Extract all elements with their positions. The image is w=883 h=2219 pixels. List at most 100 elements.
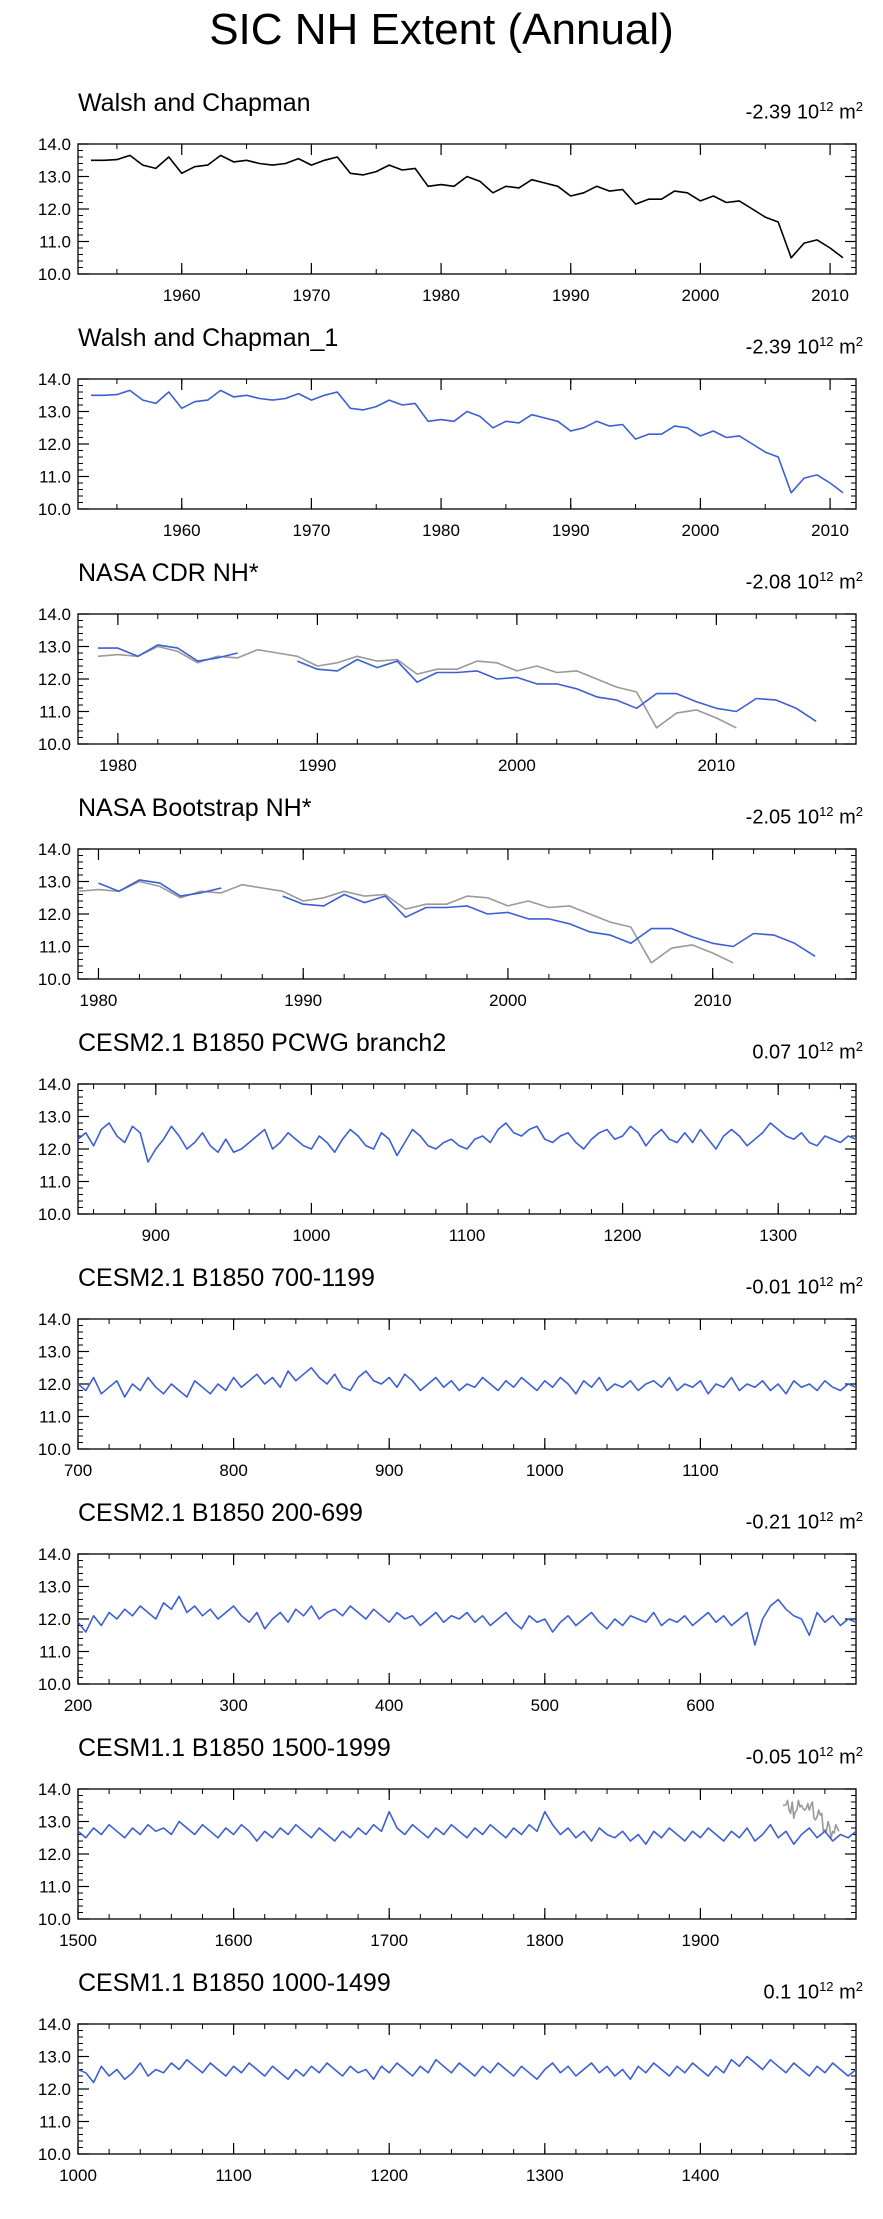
unit-exponent: 12	[819, 1509, 834, 1524]
y-tick-label: 13.0	[38, 1343, 71, 1362]
panel-title: CESM2.1 B1850 200-699	[78, 1499, 363, 1527]
y-tick-label: 13.0	[38, 168, 71, 187]
trend-value: 0.07	[752, 1041, 797, 1064]
x-tick-label: 1400	[681, 2166, 719, 2185]
unit-base: 10	[796, 336, 820, 359]
y-tick-label: 10.0	[38, 1910, 71, 1929]
series-line	[78, 1122, 856, 1163]
series-line	[98, 879, 816, 957]
y-tick-label: 11.0	[39, 703, 71, 722]
y-tick-label: 13.0	[38, 1108, 71, 1127]
unit-base: 10	[796, 1276, 820, 1299]
y-tick-label: 11.0	[39, 938, 71, 957]
chart-panel: 1960 1970 1980 1990 2000 2010 10.0 11.0 12.0 13.0…	[0, 323, 883, 559]
x-tick-label: 1600	[215, 1931, 253, 1950]
x-tick-label: 1000	[292, 1226, 330, 1245]
y-tick-label: 11.0	[39, 233, 71, 252]
x-tick-label: 1990	[552, 521, 590, 540]
chart-panel: 1000 1100 1200 1300 1400 10.0 11.0 12.0 13.0 14.0…	[0, 1968, 883, 2204]
x-tick-label: 800	[219, 1461, 247, 1480]
x-tick-label: 2010	[694, 991, 732, 1010]
unit-base: 10	[796, 1041, 820, 1064]
figure-title: SIC NH Extent (Annual)	[209, 5, 674, 54]
x-tick-label: 1300	[759, 1226, 797, 1245]
x-tick-label: 1000	[526, 1461, 564, 1480]
y-tick-label: 12.0	[38, 1375, 71, 1394]
x-tick-label: 1980	[422, 286, 460, 305]
trend-label: -2.39 1012 m2	[746, 94, 863, 126]
x-tick-label: 1100	[449, 1226, 486, 1245]
y-tick-label: 13.0	[38, 638, 71, 657]
trend-label: 0.07 1012 m2	[752, 1034, 863, 1066]
trend-value: 0.1	[763, 1981, 797, 2004]
x-tick-label: 300	[219, 1696, 247, 1715]
y-tick-label: 13.0	[38, 1813, 71, 1832]
x-tick-label: 2010	[811, 286, 849, 305]
series-line	[78, 1595, 856, 1646]
trend-label: -0.05 1012 m2	[746, 1739, 863, 1771]
chart-panel: 700 800 900 1000 1100 10.0 11.0 12.0 13.0 14.0 CES…	[0, 1263, 883, 1499]
y-tick-label: 14.0	[38, 1545, 71, 1564]
y-tick-label: 14.0	[38, 370, 71, 389]
plot-frame	[77, 143, 857, 275]
panel-title: CESM1.1 B1850 1000-1499	[78, 1969, 391, 1997]
x-tick-label: 1980	[422, 521, 460, 540]
unit-label: m	[833, 1041, 856, 1064]
x-tick-label: 1100	[215, 2166, 252, 2185]
y-tick-label: 10.0	[38, 1440, 71, 1459]
x-tick-label: 1800	[526, 1931, 564, 1950]
chart-panel: 200 300 400 500 600 10.0 11.0 12.0 13.0 14.0 CESM2…	[0, 1498, 883, 1734]
x-tick-label: 1200	[370, 2166, 408, 2185]
plot-frame	[77, 848, 857, 980]
y-tick-label: 12.0	[38, 1140, 71, 1159]
unit-power: 2	[855, 334, 863, 349]
unit-power: 2	[855, 1744, 863, 1759]
series-line	[78, 1810, 856, 1845]
x-tick-label: 1960	[163, 286, 201, 305]
x-tick-label: 1300	[526, 2166, 564, 2185]
x-tick-label: 2000	[498, 756, 536, 775]
series-line	[782, 1799, 840, 1839]
line-chart: 900 1000 1100 1200 1300 10.0 11.0 12.0 13.0 14.0	[38, 1075, 857, 1245]
unit-exponent: 12	[819, 1979, 834, 1994]
x-tick-label: 400	[375, 1696, 403, 1715]
trend-value: -2.39	[745, 101, 797, 124]
y-tick-label: 11.0	[39, 1643, 71, 1662]
x-tick-label: 1970	[292, 521, 330, 540]
unit-label: m	[833, 1511, 856, 1534]
line-chart: 1980 1990 2000 2010 10.0 11.0 12.0 13.0 14.0	[38, 605, 857, 775]
y-tick-label: 11.0	[39, 2113, 71, 2132]
unit-exponent: 12	[819, 334, 834, 349]
plot-frame	[77, 2023, 857, 2155]
y-tick-label: 10.0	[38, 2145, 71, 2164]
y-tick-label: 10.0	[38, 265, 71, 284]
y-tick-label: 12.0	[38, 435, 71, 454]
y-tick-label: 13.0	[38, 873, 71, 892]
y-tick-label: 11.0	[39, 468, 71, 487]
line-chart: 1500 1600 1700 1800 1900 10.0 11.0 12.0 13.0 14.0	[38, 1780, 857, 1950]
x-tick-label: 1700	[370, 1931, 408, 1950]
panel-title: Walsh and Chapman	[78, 89, 311, 117]
chart-panel: 1960 1970 1980 1990 2000 2010 10.0 11.0 12.0 13.0…	[0, 88, 883, 324]
trend-label: -0.01 1012 m2	[746, 1269, 863, 1301]
trend-value: -0.01	[745, 1276, 797, 1299]
x-tick-label: 200	[64, 1696, 92, 1715]
x-tick-label: 1100	[682, 1461, 719, 1480]
series-line	[78, 2055, 856, 2084]
unit-label: m	[833, 571, 856, 594]
x-tick-label: 500	[531, 1696, 559, 1715]
x-tick-label: 2000	[681, 521, 719, 540]
line-chart: 1980 1990 2000 2010 10.0 11.0 12.0 13.0 14.0	[38, 840, 857, 1010]
unit-base: 10	[796, 806, 820, 829]
y-tick-label: 11.0	[39, 1173, 71, 1192]
trend-value: -2.08	[745, 571, 797, 594]
trend-label: -0.21 1012 m2	[746, 1504, 863, 1536]
y-tick-label: 12.0	[38, 1845, 71, 1864]
y-tick-label: 14.0	[38, 1780, 71, 1799]
trend-label: -2.08 1012 m2	[746, 564, 863, 596]
panel-title: CESM2.1 B1850 700-1199	[78, 1264, 375, 1292]
line-chart: 1000 1100 1200 1300 1400 10.0 11.0 12.0 13.0 14.0	[38, 2015, 857, 2185]
y-tick-label: 14.0	[38, 1075, 71, 1094]
plot-frame	[77, 613, 857, 745]
y-tick-label: 12.0	[38, 670, 71, 689]
